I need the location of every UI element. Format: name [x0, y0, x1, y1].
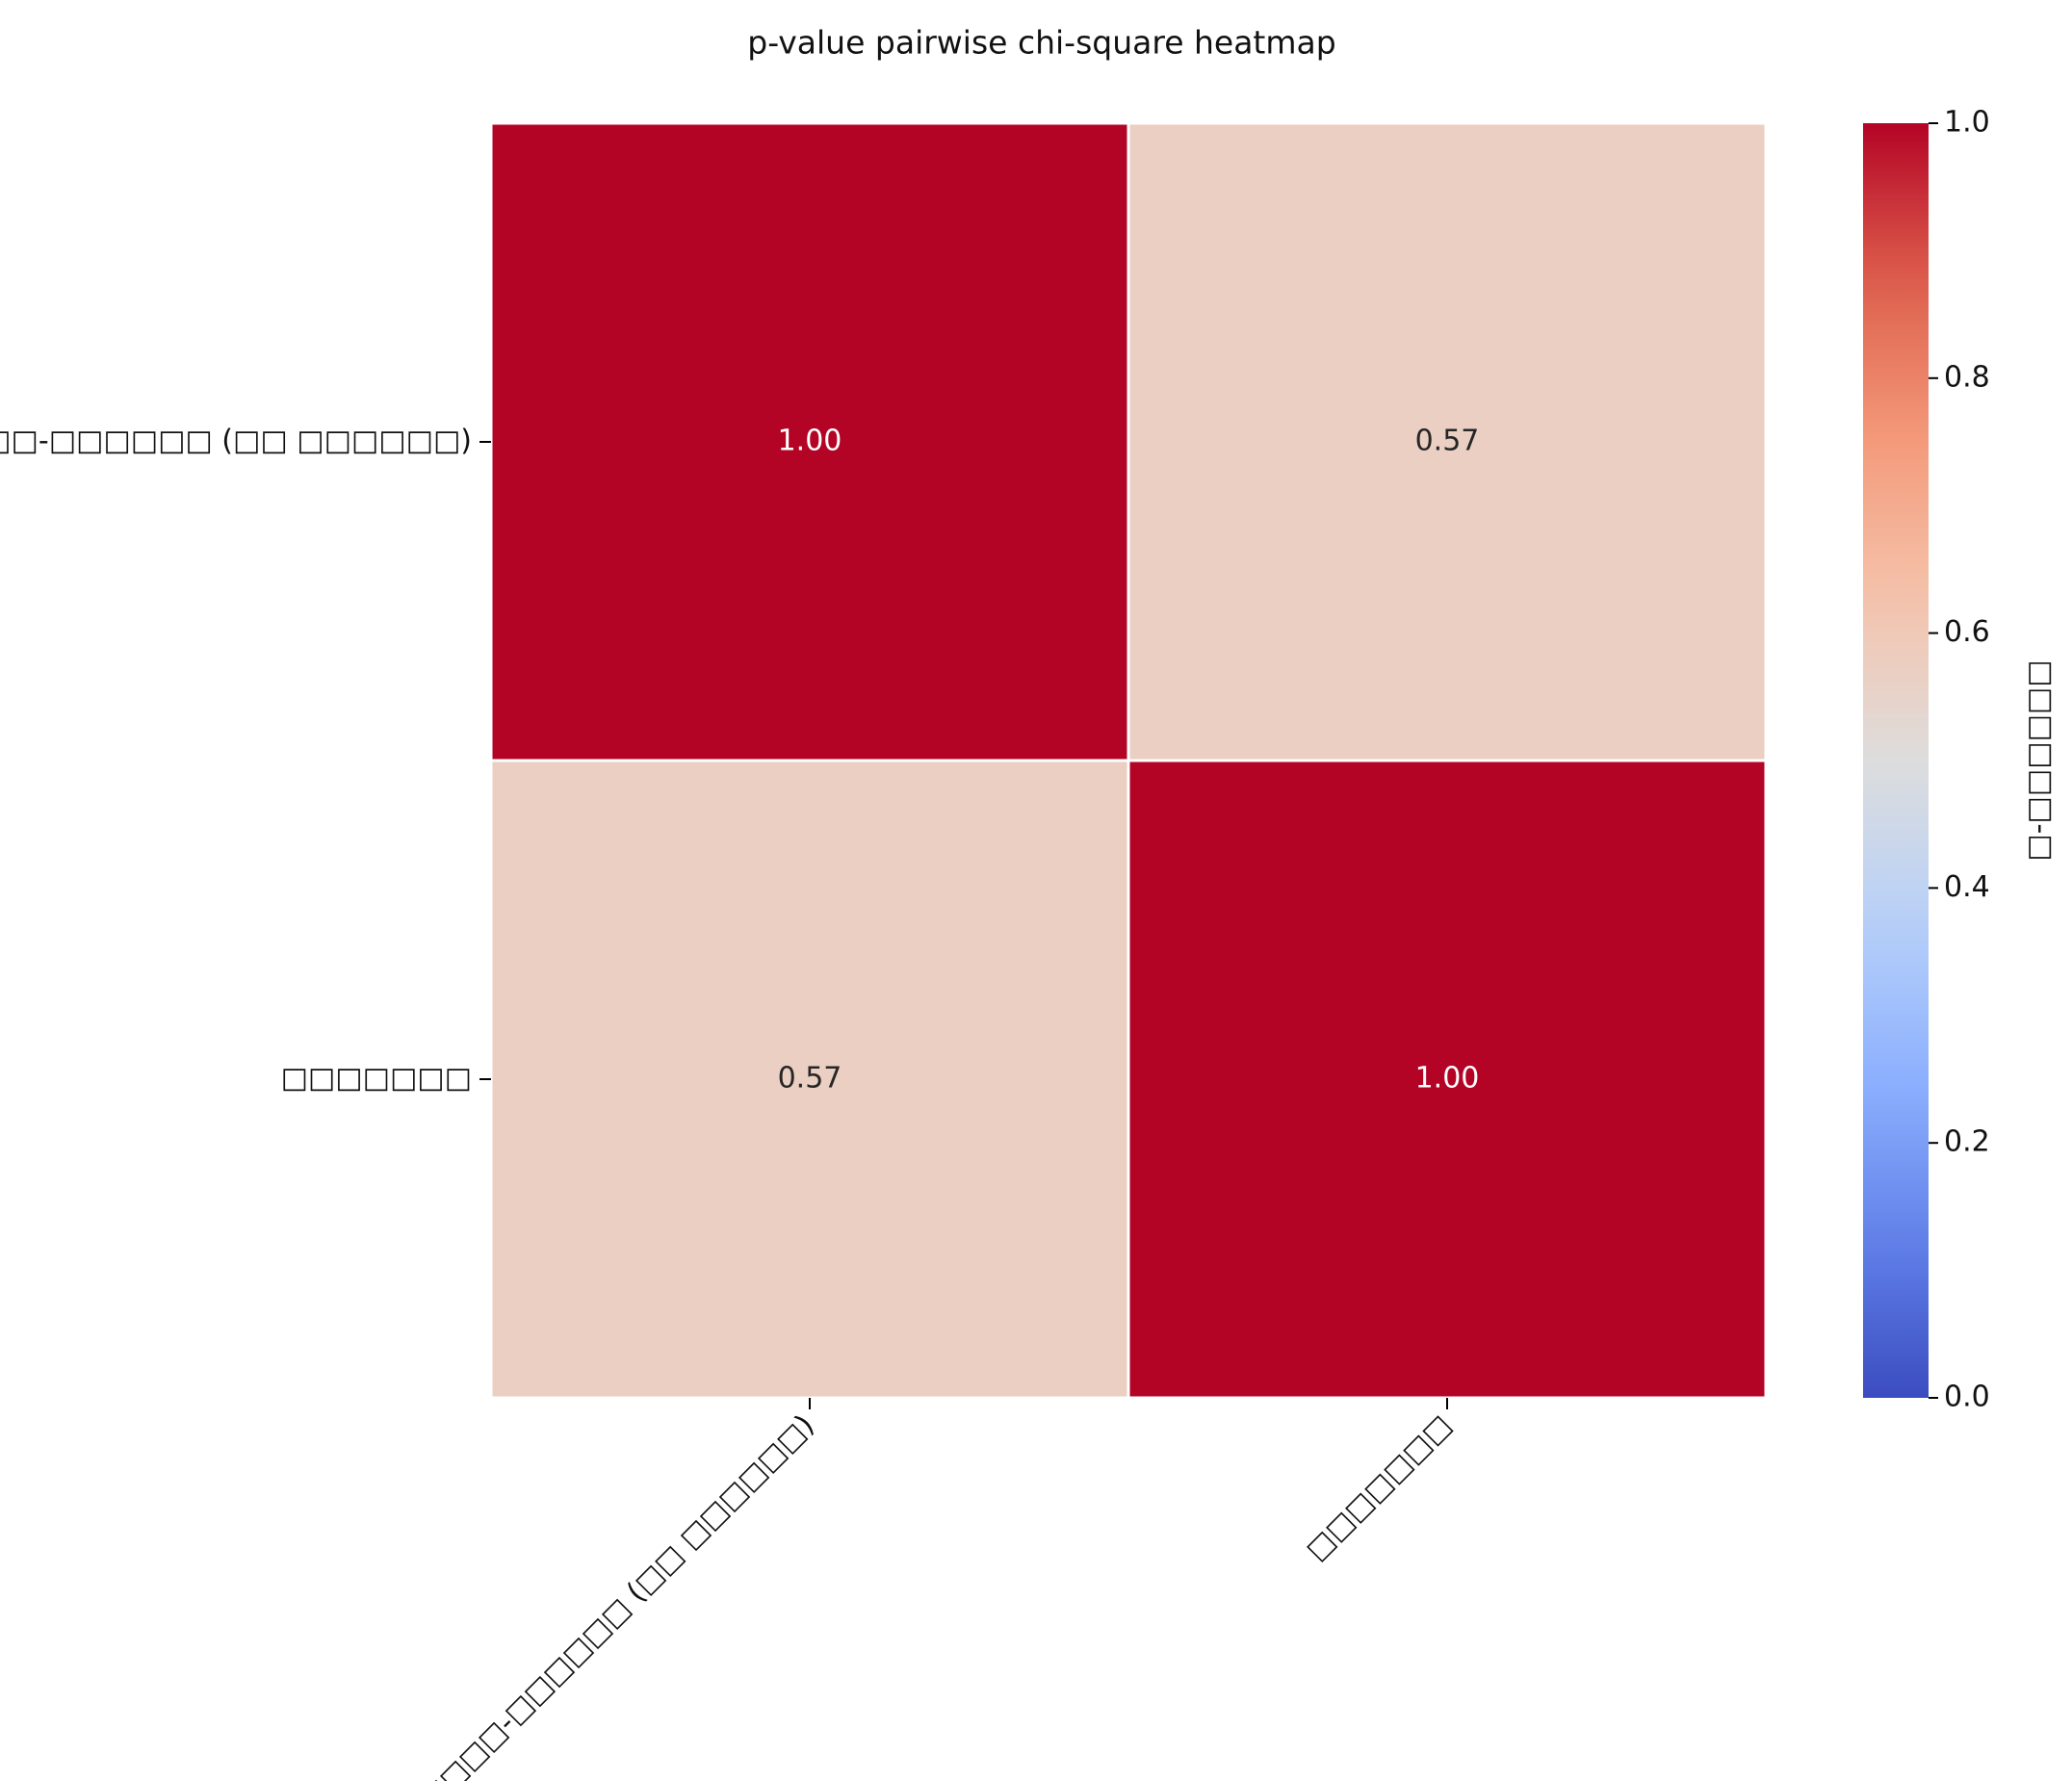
chart-title: p-value pairwise chi-square heatmap [747, 24, 1335, 62]
cell-label: 0.57 [778, 1062, 842, 1096]
colorbar [1863, 123, 1929, 1398]
cell-label: 0.57 [1415, 425, 1480, 458]
colorbar-label: □-□□□□□□ [2022, 659, 2056, 861]
heatmap-cell [489, 759, 1130, 1400]
colorbar-tick-label: 0.4 [1944, 870, 1990, 904]
colorbar-tick-label: 0.8 [1944, 360, 1990, 394]
colorbar-tick-label: 0.0 [1944, 1381, 1990, 1414]
x-tick-label: □□□□□□□ [1300, 1408, 1459, 1567]
y-tick-label: □□□□□□□ [281, 1062, 472, 1096]
colorbar-tick-label: 1.0 [1944, 106, 1990, 140]
colorbar-tick-label: 0.2 [1944, 1125, 1990, 1159]
x-tick-label: □□□□-□□□□□□ (□□ □□□□□□) [413, 1408, 820, 1781]
heatmap-cell [1127, 759, 1768, 1400]
colorbar-tick-label: 0.6 [1944, 615, 1990, 649]
heatmap-cell [489, 121, 1130, 762]
y-tick-label: □□□□-□□□□□□ (□□ □□□□□□) [0, 425, 472, 458]
cell-label: 1.00 [1415, 1062, 1480, 1096]
cell-label: 1.00 [778, 425, 842, 458]
heatmap-cell [1127, 121, 1768, 762]
